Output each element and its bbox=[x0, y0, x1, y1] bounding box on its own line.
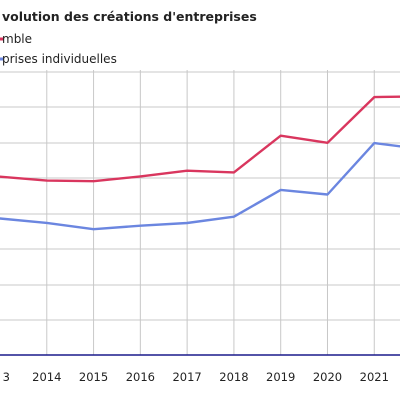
x-tick-label: 2020 bbox=[313, 370, 342, 384]
axis-layer: 3 2014 2015 2016 2017 2018 2019 2020 2021 bbox=[0, 354, 400, 384]
x-tick-label: 2021 bbox=[360, 370, 389, 384]
x-tick-label: 2016 bbox=[126, 370, 155, 384]
grid-layer bbox=[0, 70, 400, 355]
legend-label-series-1: mble bbox=[2, 32, 32, 46]
legend-label-series-2: prises individuelles bbox=[2, 52, 117, 66]
chart-title: volution des créations d'entreprises bbox=[2, 9, 257, 24]
x-tick-label: 2018 bbox=[219, 370, 248, 384]
x-tick-label: 2014 bbox=[32, 370, 61, 384]
series-line-1 bbox=[0, 95, 400, 183]
x-tick-label: 2019 bbox=[266, 370, 295, 384]
x-tick-label: 2015 bbox=[79, 370, 108, 384]
x-tick-label: 3 bbox=[3, 370, 10, 384]
x-tick-label: 2017 bbox=[172, 370, 201, 384]
series-line-2 bbox=[0, 141, 400, 231]
series-layer bbox=[0, 95, 400, 231]
